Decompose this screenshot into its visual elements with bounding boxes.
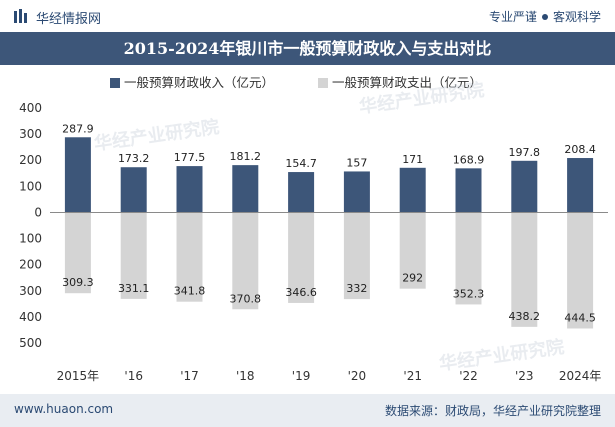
x-tick-label: '23 — [515, 369, 534, 383]
expense-value-label: 346.6 — [285, 286, 317, 299]
legend-swatch-1 — [110, 78, 120, 88]
title-bar: 2015-2024年银川市一般预算财政收入与支出对比 — [0, 32, 615, 65]
y-tick-label: 100 — [19, 179, 42, 193]
tagline: 专业严谨 客观科学 — [489, 8, 601, 25]
income-bar — [343, 171, 370, 213]
expense-bar — [232, 212, 259, 310]
watermark-text: 华经产业研究院 — [93, 116, 221, 155]
income-bar — [288, 172, 315, 213]
legend-swatch-2 — [318, 78, 328, 88]
y-tick-label: 500 — [19, 336, 42, 350]
tagline-right: 客观科学 — [552, 10, 601, 24]
data-labels: 287.9 309.3 173.2 331.1 177.5 341.8 181.2 370.8… — [62, 122, 596, 324]
x-tick-label: '18 — [236, 369, 255, 383]
expense-bar — [120, 212, 147, 299]
x-tick-label: 2024年 — [559, 369, 602, 383]
x-tick-label: '17 — [180, 369, 199, 383]
tagline-left: 专业严谨 — [488, 10, 537, 24]
expense-bar — [567, 212, 594, 329]
separator-dot-icon — [541, 14, 548, 20]
expense-value-label: 331.1 — [118, 282, 150, 295]
income-bar — [567, 158, 594, 213]
legend: 一般预算财政收入（亿元） 一般预算财政支出（亿元） — [110, 75, 482, 90]
income-value-label: 197.8 — [509, 146, 541, 159]
income-value-label: 173.2 — [118, 152, 150, 165]
website-link[interactable]: www.huaon.com — [14, 402, 114, 416]
income-value-label: 168.9 — [453, 153, 485, 166]
legend-label-1: 一般预算财政收入（亿元） — [124, 75, 274, 90]
income-bar — [399, 167, 426, 213]
income-value-label: 171 — [402, 153, 423, 166]
income-value-label: 177.5 — [174, 151, 206, 164]
y-tick-label: 200 — [19, 153, 42, 167]
income-value-label: 287.9 — [62, 122, 94, 135]
expense-value-label: 309.3 — [62, 276, 94, 289]
x-tick-label: '20 — [348, 369, 367, 383]
y-tick-label: 300 — [19, 284, 42, 298]
x-tick-label: '21 — [403, 369, 422, 383]
income-bar — [176, 166, 203, 213]
expense-bar — [455, 212, 482, 305]
income-bar — [232, 165, 259, 213]
expense-value-label: 341.8 — [174, 285, 206, 298]
expense-bar — [511, 212, 538, 327]
income-bar — [511, 160, 538, 213]
legend-label-2: 一般预算财政支出（亿元） — [332, 75, 482, 90]
expense-value-label: 370.8 — [230, 292, 262, 305]
expense-value-label: 438.2 — [509, 310, 541, 323]
brand-name: 华经情报网 — [36, 12, 102, 27]
expense-bar — [399, 212, 426, 289]
x-tick-label: '16 — [124, 369, 143, 383]
y-tick-label: 300 — [19, 127, 42, 141]
y-tick-label: 100 — [19, 232, 42, 246]
expense-bar — [288, 212, 315, 303]
watermark-text: 华经产业研究院 — [438, 336, 566, 375]
y-tick-label: 0 — [34, 205, 42, 219]
income-bar — [64, 137, 91, 213]
expense-bar — [176, 212, 203, 302]
expense-value-label: 444.5 — [564, 312, 596, 325]
chart-title: 2015-2024年银川市一般预算财政收入与支出对比 — [123, 39, 492, 58]
bar-chart: 一般预算财政收入（亿元） 一般预算财政支出（亿元） 华经产业研究院华经产业研究院华… — [19, 75, 608, 383]
income-value-label: 208.4 — [564, 143, 596, 156]
y-tick-label: 400 — [19, 310, 42, 324]
top-bar: 华经情报网 专业严谨 客观科学 — [0, 0, 615, 32]
income-bar — [455, 168, 482, 213]
y-tick-label: 200 — [19, 258, 42, 272]
x-tick-label: '22 — [459, 369, 478, 383]
expense-value-label: 332 — [346, 282, 367, 295]
income-value-label: 157 — [346, 156, 367, 169]
bars — [64, 137, 594, 329]
x-tick-label: '19 — [292, 369, 311, 383]
income-bar — [120, 167, 147, 213]
expense-bar — [343, 212, 370, 300]
expense-bar — [64, 212, 91, 294]
logo-icon — [14, 9, 27, 23]
expense-value-label: 352.3 — [453, 287, 485, 300]
income-value-label: 181.2 — [230, 150, 262, 163]
y-tick-label: 400 — [19, 101, 42, 115]
expense-value-label: 292 — [402, 272, 423, 285]
x-tick-label: 2015年 — [57, 369, 100, 383]
data-source: 数据来源：财政局，华经产业研究院整理 — [384, 404, 601, 418]
y-axis: 400 300 200 100 0 100 200 300 400 500 — [19, 101, 42, 350]
x-axis: 2015年 '16 '17 '18 '19 '20 '21 '22 '23 2024年 — [50, 211, 608, 383]
footer-bar: www.huaon.com 数据来源：财政局，华经产业研究院整理 — [0, 394, 615, 427]
income-value-label: 154.7 — [285, 157, 317, 170]
